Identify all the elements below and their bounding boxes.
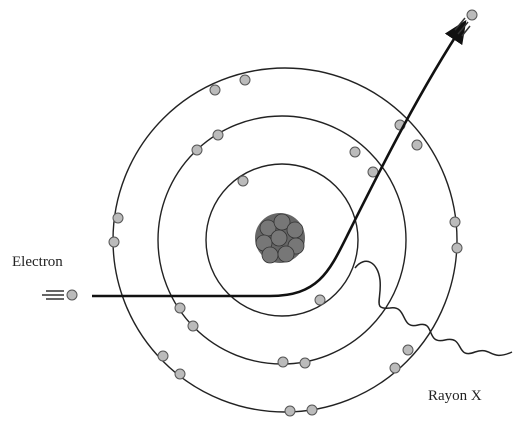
electrons [108, 74, 463, 417]
electron-label: Electron [12, 254, 63, 270]
x-ray-label: Rayon X [428, 388, 482, 404]
electron-path [92, 19, 467, 298]
outgoing-electron-icon [454, 9, 478, 37]
x-ray-wave [354, 260, 513, 357]
nucleus [255, 213, 305, 264]
incoming-electron-icon [42, 289, 78, 301]
